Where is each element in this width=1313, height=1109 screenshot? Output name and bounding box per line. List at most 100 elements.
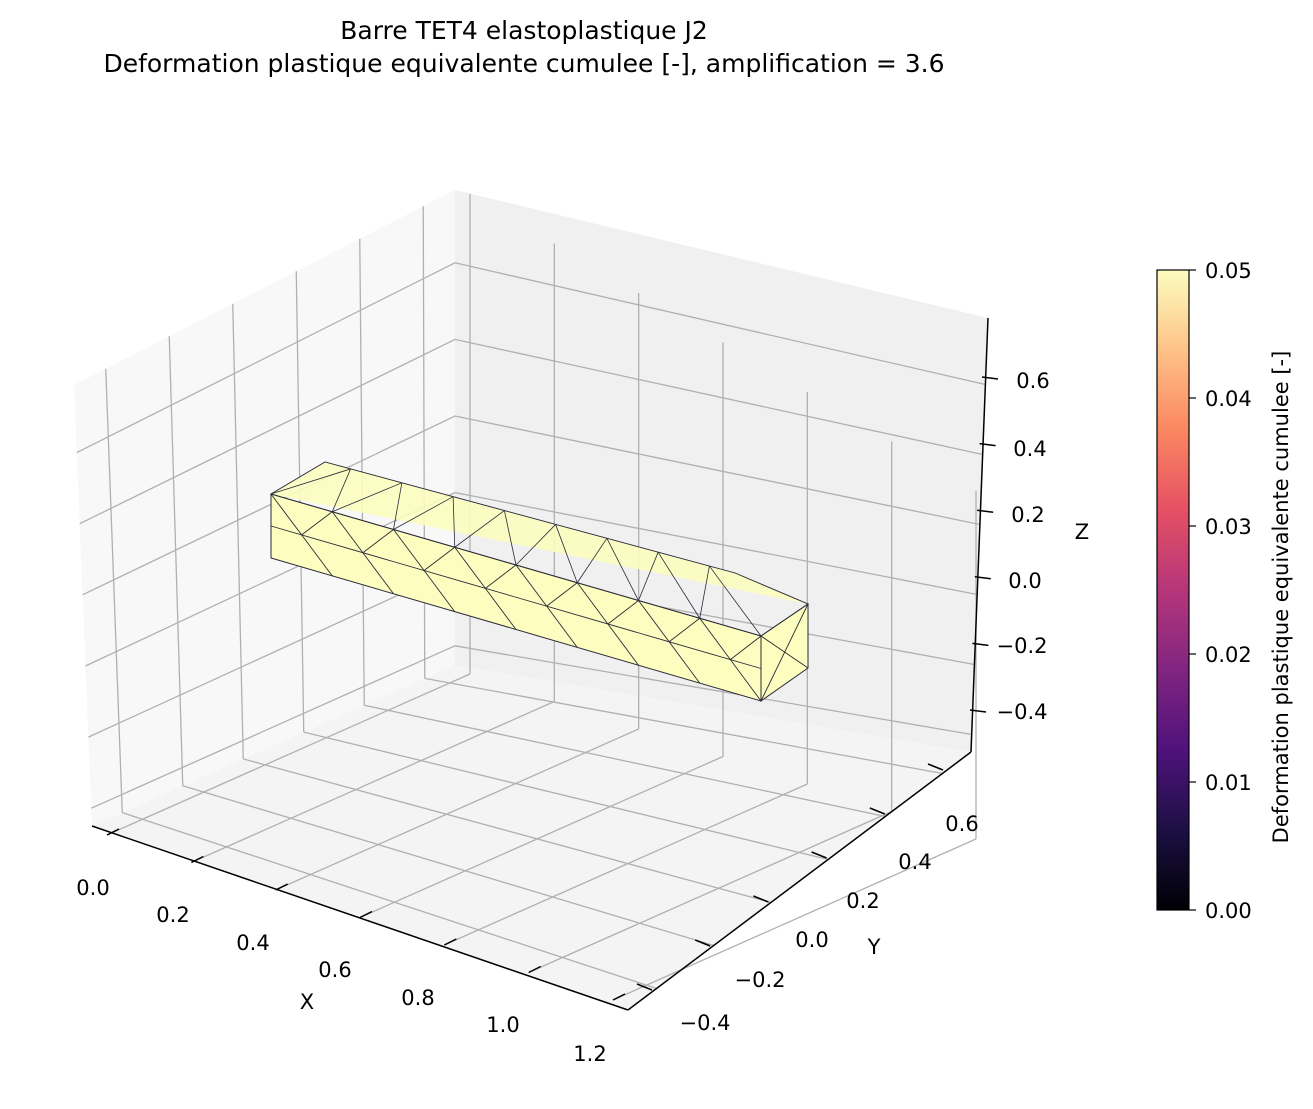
y-tick (869, 807, 886, 815)
mesh-edge (638, 552, 659, 601)
mesh-edge (607, 600, 639, 625)
z-tick (969, 709, 987, 713)
z-tick-label: 0.4 (1013, 437, 1046, 461)
z-tick (972, 642, 989, 647)
mesh-edge (699, 565, 710, 619)
mesh-edge (760, 603, 809, 702)
grid-line (122, 811, 657, 990)
mesh-edge (269, 461, 809, 637)
mesh-edge (423, 570, 456, 612)
z-tick-label: 0.2 (1011, 503, 1044, 527)
mesh-edge (393, 496, 454, 530)
mesh-edge (301, 534, 333, 577)
z-tick (981, 376, 999, 380)
grid-line (232, 303, 244, 759)
grid-line (444, 783, 808, 946)
x-tick (106, 828, 120, 836)
y-tick-label: −0.4 (680, 1011, 731, 1035)
mesh-edge (503, 510, 517, 566)
y-tick (811, 851, 827, 859)
mesh-edge (576, 582, 609, 625)
y-axis-line (627, 751, 972, 1011)
grid-line (359, 755, 724, 919)
x-tick (190, 855, 204, 864)
colorbar-fill (1156, 269, 1190, 911)
x-tick (528, 965, 542, 974)
mesh-edge (393, 529, 425, 571)
z-tick (974, 576, 991, 580)
mesh-edge (638, 600, 670, 643)
mesh-edge (452, 496, 456, 548)
colorbar-tick-label: 0.04 (1205, 387, 1252, 411)
x-tick-label: 0.6 (318, 958, 351, 982)
grid-line (106, 673, 471, 836)
mesh-edge (485, 564, 517, 589)
mesh-edge (546, 582, 578, 607)
mesh-edge (331, 511, 364, 553)
grid-line (612, 838, 977, 1001)
y-axis-label: Y (867, 935, 881, 959)
mesh-edge (362, 552, 394, 595)
x-tick-labels: 0.0 0.2 0.4 0.6 0.8 1.0 1.2 (76, 876, 606, 1066)
grid-line (528, 810, 892, 974)
grid-line (191, 700, 555, 864)
mesh-edge (362, 529, 394, 554)
axes (91, 317, 999, 1011)
x-tick-label: 0.0 (76, 876, 109, 900)
colorbar-tick-label: 0.00 (1205, 899, 1252, 923)
x-tick-label: 0.2 (156, 903, 189, 927)
grid-line (303, 731, 829, 861)
mesh (269, 461, 809, 702)
y-tick-label: −0.2 (735, 968, 786, 992)
z-tick-label: −0.2 (997, 634, 1048, 658)
colorbar-tick-label: 0.01 (1205, 771, 1252, 795)
colorbar-tick-label: 0.02 (1205, 643, 1252, 667)
z-tick-label: 0.0 (1008, 569, 1041, 593)
x-tick-label: 1.2 (573, 1042, 606, 1066)
x-axis-label: X (300, 990, 314, 1014)
grid-line (85, 491, 978, 667)
page-title: Barre TET4 elastoplastique J2 Deformatio… (0, 14, 1048, 80)
colorbar-tick-label: 0.05 (1205, 259, 1252, 283)
mesh-edge (730, 659, 762, 702)
z-axis-line (970, 317, 989, 753)
y-tick (636, 983, 653, 991)
x-axis-line (91, 825, 629, 1011)
grid-line (76, 262, 986, 454)
mesh-edge (668, 641, 701, 684)
grid-line (182, 785, 714, 947)
mesh-edge (454, 510, 505, 548)
mesh-edge (270, 468, 351, 495)
y-tick (927, 763, 944, 771)
mesh-edge (606, 538, 639, 601)
mesh-edge (709, 565, 762, 637)
x-tick (612, 993, 626, 1001)
grid-line (243, 758, 772, 904)
mesh-edge (607, 623, 639, 666)
y-tick-label: 0.0 (795, 928, 828, 952)
colorbar: 0.00 0.01 0.02 0.03 0.04 0.05 Deformatio… (1156, 259, 1293, 923)
grid-line (424, 677, 943, 775)
colorbar-ticks (1189, 269, 1196, 911)
z-tick-label: 0.6 (1016, 369, 1049, 393)
y-tick-label: 0.2 (846, 889, 879, 913)
y-tick-label: 0.4 (898, 850, 931, 874)
mesh-edge (485, 588, 517, 630)
mesh-edge (515, 524, 556, 566)
mesh-edge (730, 635, 762, 660)
grid-line (295, 271, 305, 733)
x-tick (275, 883, 289, 891)
grid-line (168, 336, 184, 786)
x-tick-label: 0.8 (401, 986, 434, 1010)
colorbar-label: Deformation plastique equivalente cumule… (1269, 351, 1293, 844)
mesh-edge (576, 538, 608, 583)
colorbar-tick-label: 0.03 (1205, 515, 1252, 539)
grid-line (79, 338, 983, 525)
x-tick (443, 938, 457, 946)
mesh-edge (301, 511, 333, 536)
z-axis-label: Z (1075, 520, 1089, 544)
y-tick (694, 939, 711, 947)
grid-line (364, 704, 886, 818)
title-line-2: Deformation plastique equivalente cumule… (103, 49, 945, 78)
